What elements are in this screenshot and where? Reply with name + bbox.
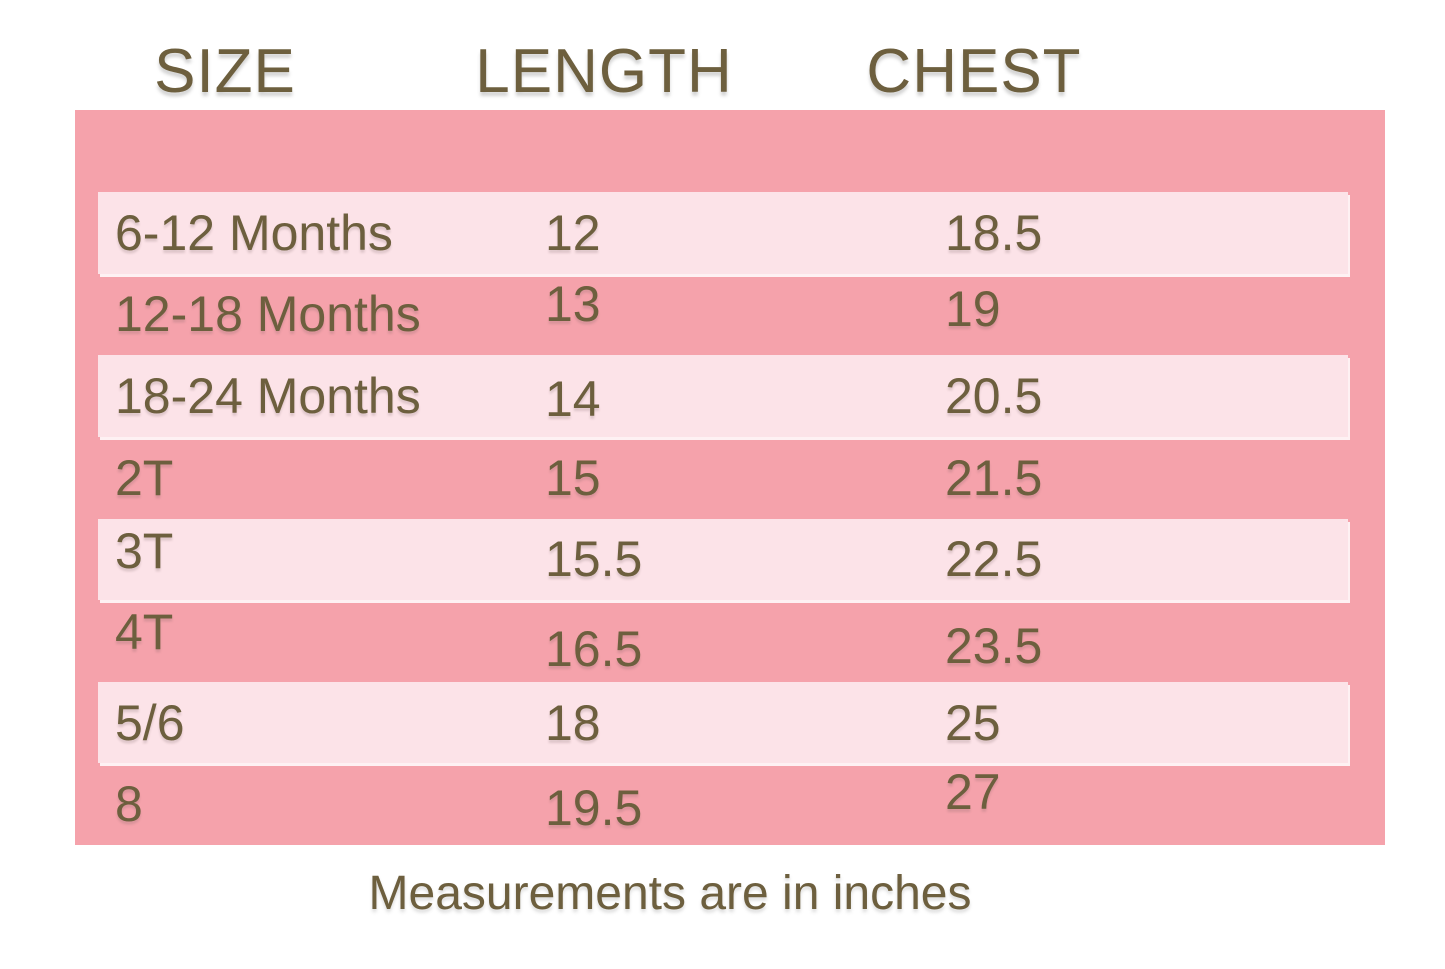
length-cell: 13 (545, 276, 601, 333)
measurement-note: Measurements are in inches (368, 867, 972, 920)
table-row: 18-24 Months 14 20.5 (75, 355, 1385, 437)
size-cell: 5/6 (115, 694, 185, 751)
size-cell: 3T (115, 523, 174, 580)
length-cell: 14 (545, 371, 601, 428)
length-cell: 16.5 (545, 620, 643, 677)
chest-cell: 19 (945, 281, 1001, 338)
chest-cell: 25 (945, 694, 1001, 751)
size-chart-table: 6-12 Months 12 18.5 12-18 Months 13 19 1… (75, 110, 1385, 845)
chest-cell: 22.5 (945, 531, 1043, 588)
length-cell: 15 (545, 449, 601, 506)
chest-cell: 20.5 (945, 368, 1043, 425)
size-cell: 8 (115, 776, 143, 833)
column-header-size: SIZE (154, 37, 296, 106)
size-cell: 6-12 Months (115, 204, 393, 261)
table-body: 6-12 Months 12 18.5 12-18 Months 13 19 1… (75, 192, 1385, 845)
size-cell: 18-24 Months (115, 368, 421, 425)
table-row: 12-18 Months 13 19 (75, 274, 1385, 356)
chest-cell: 23.5 (945, 617, 1043, 674)
column-header-chest: CHEST (866, 37, 1082, 106)
length-cell: 12 (545, 204, 601, 261)
table-row: 5/6 18 25 (75, 681, 1385, 764)
size-cell: 12-18 Months (115, 286, 421, 343)
table-row: 2T 15 21.5 (75, 437, 1385, 519)
length-cell: 19.5 (545, 780, 643, 837)
size-cell: 4T (115, 603, 174, 660)
size-cell: 2T (115, 449, 174, 506)
column-header-length: LENGTH (475, 37, 733, 106)
chest-cell: 18.5 (945, 204, 1043, 261)
chest-cell: 21.5 (945, 449, 1043, 506)
table-row: 6-12 Months 12 18.5 (75, 192, 1385, 274)
table-row: 8 19.5 27 (75, 763, 1385, 845)
table-row: 4T 16.5 23.5 (75, 600, 1385, 682)
length-cell: 18 (545, 694, 601, 751)
chest-cell: 27 (945, 764, 1001, 821)
table-row: 3T 15.5 22.5 (75, 518, 1385, 601)
length-cell: 15.5 (545, 531, 643, 588)
